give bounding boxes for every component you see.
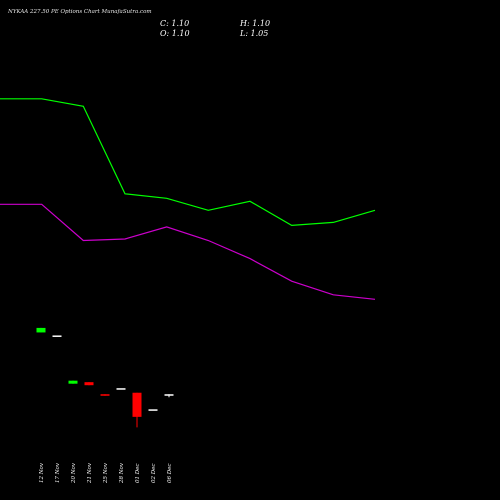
candle-body-4 [84, 382, 94, 386]
candle-body-6 [116, 388, 126, 390]
candle-body-3 [68, 380, 78, 384]
x-tick-label: 01 Dec [135, 464, 141, 484]
low-value: L: 1.05 [240, 29, 269, 38]
candle-body-8 [148, 409, 158, 411]
series-line-2 [0, 203, 376, 300]
x-tick-label: 25 Nov [103, 462, 109, 484]
x-tick-label: 02 Dec [151, 464, 157, 484]
x-tick-label: 20 Nov [71, 462, 77, 484]
x-tick-label: 21 Nov [87, 462, 93, 484]
series-line-1 [0, 98, 376, 227]
candle-body-9 [164, 394, 174, 396]
high-value: H: 1.10 [240, 19, 271, 28]
open-value: O: 1.10 [160, 29, 190, 38]
x-tick-label: 12 Nov [39, 462, 45, 483]
x-tick-label: 28 Nov [119, 462, 125, 484]
close-value: C: 1.10 [160, 19, 190, 28]
chart-title: NYKAA 227.50 PE Options Chart MunafaSutr… [8, 9, 152, 15]
candle-body-7 [132, 392, 142, 417]
candle-body-5 [100, 394, 110, 396]
x-tick-label: 17 Nov [55, 462, 61, 483]
candle-body-1 [36, 327, 46, 333]
candle-body-2 [52, 335, 62, 337]
x-tick-label: 06 Dec [167, 464, 173, 484]
